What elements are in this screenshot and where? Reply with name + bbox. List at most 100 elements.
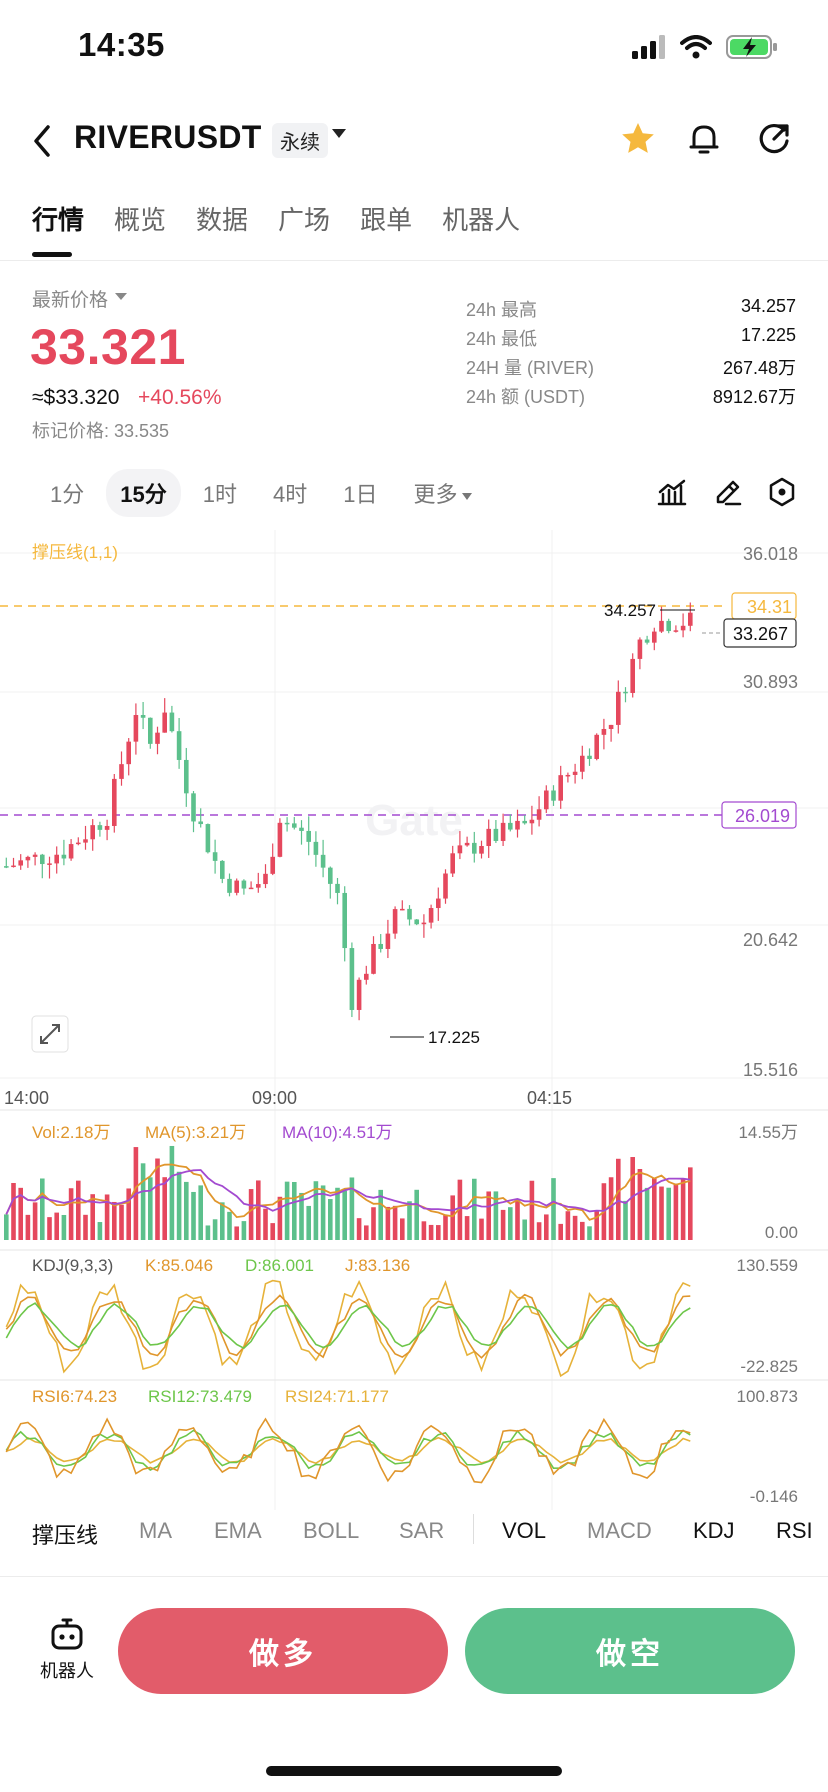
ind-tab-ema[interactable]: EMA: [214, 1518, 262, 1543]
candle-body: [40, 854, 45, 865]
volume-bar: [594, 1211, 599, 1240]
volume-bar: [565, 1211, 571, 1240]
candle-body: [32, 854, 38, 857]
last-price: 33.321: [30, 319, 186, 375]
interval-1h[interactable]: 1时: [202, 482, 237, 507]
rsi24-label: RSI24:71.177: [285, 1387, 389, 1406]
candle-body: [140, 715, 146, 718]
candle-body: [558, 775, 563, 801]
volume-bar: [104, 1194, 110, 1240]
tab-bot[interactable]: 机器人: [442, 205, 521, 235]
candle-body: [666, 620, 671, 632]
star-icon[interactable]: [618, 119, 658, 159]
candle-body: [436, 898, 441, 909]
price-label[interactable]: 最新价格: [32, 290, 109, 311]
candle-body: [450, 853, 455, 874]
stat-low: 24h 最低 17.225: [466, 325, 796, 351]
indicator-settings-icon[interactable]: [656, 476, 688, 508]
candle-body: [90, 825, 95, 840]
candle-body: [284, 822, 290, 825]
ind-tab-sr[interactable]: 撑压线: [32, 1523, 99, 1548]
ind-tab-kdj[interactable]: KDJ: [693, 1518, 735, 1543]
resistance-value: 34.31: [747, 597, 792, 617]
header: RIVERUSDT 永续: [0, 105, 828, 175]
volume-bar: [256, 1180, 261, 1240]
stat-turnover: 24h 额 (USDT) 8912.67万: [466, 383, 796, 409]
volume-bar: [90, 1194, 95, 1240]
long-button[interactable]: 做多: [118, 1608, 448, 1694]
candle-body: [486, 828, 491, 847]
candle-body: [133, 715, 139, 742]
volume-bar: [54, 1212, 59, 1240]
main-tabs: 行情 概览 数据 广场 跟单 机器人: [32, 200, 520, 237]
volume-bar: [76, 1180, 81, 1240]
interval-1d[interactable]: 1日: [343, 482, 378, 507]
draw-pencil-icon[interactable]: [712, 476, 744, 508]
symbol-title[interactable]: RIVERUSDT: [74, 119, 262, 155]
divider: [0, 260, 828, 261]
volume-bar: [270, 1223, 275, 1240]
contract-type-badge[interactable]: 永续: [272, 123, 328, 158]
ind-tab-rsi[interactable]: RSI: [776, 1518, 813, 1543]
ind-tab-boll[interactable]: BOLL: [303, 1518, 360, 1543]
volume-bar: [176, 1171, 182, 1240]
chart-settings-icon[interactable]: [766, 476, 798, 508]
candle-body: [162, 712, 167, 733]
candle-body: [54, 854, 59, 864]
candle-body: [508, 822, 513, 830]
chevron-down-icon[interactable]: [115, 293, 127, 300]
vol-ma10-line: [5, 1169, 691, 1215]
divider: [0, 1576, 828, 1577]
share-icon[interactable]: [754, 119, 794, 159]
vol-axis-bottom: 0.00: [765, 1223, 798, 1242]
volume-bar: [97, 1222, 103, 1240]
interval-4h[interactable]: 4时: [272, 482, 308, 507]
volume-bar: [450, 1195, 455, 1240]
candle-body: [18, 860, 23, 866]
candle-body: [680, 625, 686, 631]
tab-overview[interactable]: 概览: [114, 205, 167, 235]
volume-bar: [630, 1157, 635, 1240]
rsi12-label: RSI12:73.479: [148, 1387, 252, 1406]
candle-body: [673, 630, 679, 632]
tab-square[interactable]: 广场: [278, 205, 331, 235]
volume-bar: [299, 1192, 304, 1240]
candle-body: [313, 841, 319, 855]
rsi6-label: RSI6:74.23: [32, 1387, 117, 1406]
volume-bar: [227, 1211, 232, 1240]
ind-tab-ma[interactable]: MA: [139, 1518, 172, 1543]
ind-tab-sar[interactable]: SAR: [399, 1518, 445, 1543]
volume-bar: [558, 1223, 563, 1240]
home-indicator: [266, 1766, 562, 1776]
interval-more[interactable]: 更多: [399, 469, 485, 517]
support-value: 26.019: [735, 806, 790, 826]
short-button[interactable]: 做空: [465, 1608, 795, 1694]
candle-body: [407, 908, 412, 920]
tab-data[interactable]: 数据: [196, 205, 249, 235]
tab-underline: [32, 252, 72, 257]
volume-bar: [32, 1202, 38, 1240]
volume-bar: [443, 1215, 448, 1240]
volume-bar: [277, 1196, 283, 1240]
volume-bar: [349, 1177, 355, 1240]
chevron-down-icon[interactable]: [332, 129, 346, 138]
vol-axis-top: 14.55万: [738, 1123, 798, 1142]
volume-bar: [572, 1215, 578, 1240]
bell-icon[interactable]: [684, 119, 724, 159]
kline-chart[interactable]: Gate 撑压线(1,1) 36.018 30.893 20.642 15.51…: [0, 530, 828, 1510]
ind-tab-vol[interactable]: VOL: [502, 1518, 547, 1543]
interval-1m[interactable]: 1分: [50, 482, 85, 507]
candle-body: [184, 759, 189, 794]
robot-label: 机器人: [40, 1661, 94, 1681]
expand-chart-button[interactable]: [31, 1015, 69, 1053]
ind-tab-macd[interactable]: MACD: [587, 1518, 652, 1543]
robot-button[interactable]: 机器人: [34, 1618, 100, 1684]
candle-body: [529, 819, 535, 824]
tab-copy-trade[interactable]: 跟单: [360, 205, 413, 235]
candle-body: [652, 631, 657, 643]
candle-body: [515, 820, 520, 830]
back-icon[interactable]: [28, 123, 58, 159]
tab-market[interactable]: 行情: [32, 205, 85, 235]
interval-15m[interactable]: 15分: [106, 469, 181, 517]
price-tick: 30.893: [743, 672, 798, 692]
